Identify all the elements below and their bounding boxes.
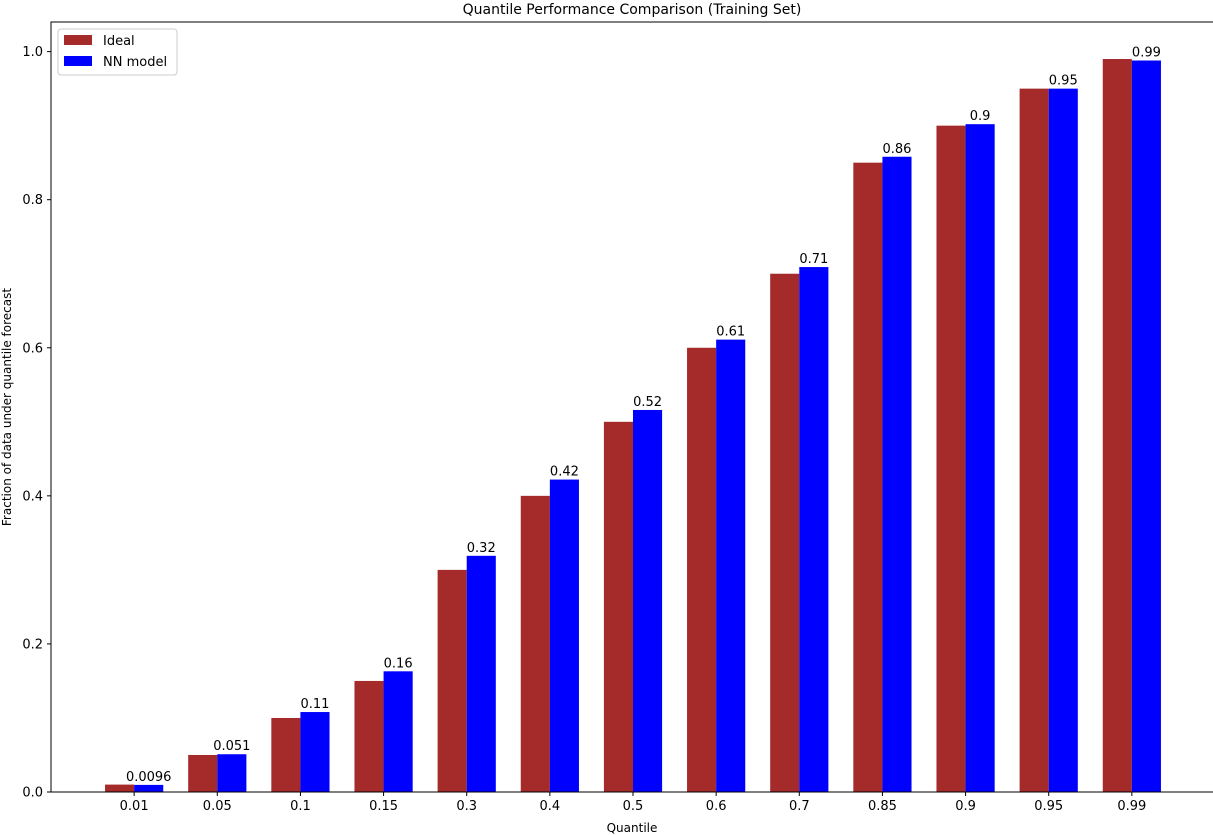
data-label: 0.051 [213,739,250,754]
data-label: 0.52 [633,395,662,410]
bar-nn-model-0.95 [1048,88,1078,792]
bar-nn-model-0.6 [716,339,746,792]
bar-ideal-0.9 [936,125,966,792]
bar-nn-model-0.15 [383,671,413,792]
x-tick-label: 0.85 [868,799,897,814]
data-label: 0.61 [716,325,745,340]
data-label: 0.0096 [126,770,172,785]
x-tick-label: 0.1 [290,799,311,814]
x-axis-label: Quantile [607,821,658,835]
legend-swatch [64,35,92,45]
bar-ideal-0.95 [1019,88,1049,792]
legend: Ideal NN model [57,28,178,76]
x-tick-label: 0.01 [120,799,149,814]
bars-group: 0.0096 0.051 0.11 0.16 0.32 0.42 0.52 0.61 0.71 0… [105,46,1161,793]
data-label: 0.99 [1132,46,1161,61]
bar-ideal-0.1 [271,717,301,792]
bar-nn-model-0.5 [633,409,663,792]
bar-nn-model-0.3 [466,555,496,792]
x-tick-label: 0.4 [540,799,561,814]
bar-ideal-0.99 [1102,59,1132,793]
x-tick-label: 0.15 [369,799,398,814]
bar-ideal-0.4 [520,495,550,792]
bar-ideal-0.7 [770,273,800,792]
y-tick-label: 0.4 [22,489,43,504]
data-label: 0.32 [467,541,496,556]
legend-label: NN model [103,55,167,70]
bar-nn-model-0.99 [1131,60,1161,792]
y-tick-label: 0.6 [22,341,43,356]
data-label: 0.42 [550,465,579,480]
data-label: 0.9 [970,109,991,124]
bar-ideal-0.3 [437,569,467,792]
y-tick-label: 1.0 [22,45,43,60]
bar-ideal-0.85 [853,162,883,792]
x-tick-label: 0.9 [955,799,976,814]
x-tick-label: 0.3 [456,799,477,814]
data-label: 0.16 [384,656,413,671]
data-label: 0.95 [1049,74,1078,89]
bar-ideal-0.5 [603,421,633,792]
axes-group: 0.0 0.2 0.4 0.6 0.8 1.0 0.01 0.05 0.1 0.15 0.3 0.4 0… [22,21,1213,814]
bar-nn-model-0.7 [799,267,829,792]
bar-nn-model-0.05 [217,754,247,792]
chart-title: Quantile Performance Comparison (Trainin… [463,2,802,18]
data-label: 0.11 [301,697,330,712]
x-tick-label: 0.95 [1034,799,1063,814]
legend-label: Ideal [103,34,135,49]
bar-ideal-0.15 [354,680,384,792]
data-label: 0.71 [799,252,828,267]
bar-nn-model-0.85 [882,156,912,792]
data-label: 0.86 [883,142,912,157]
bar-nn-model-0.01 [134,784,164,792]
x-tick-label: 0.7 [789,799,810,814]
x-tick-label: 0.6 [706,799,727,814]
bar-ideal-0.01 [105,784,135,792]
x-tick-label: 0.5 [623,799,644,814]
y-tick-label: 0.0 [22,786,43,801]
y-axis-label: Fraction of data under quantile forecast [0,288,14,526]
bar-ideal-0.6 [687,347,717,792]
y-tick-label: 0.8 [22,193,43,208]
y-tick-label: 0.2 [22,637,43,652]
x-tick-label: 0.99 [1117,799,1146,814]
bar-nn-model-0.9 [965,124,995,792]
bar-ideal-0.05 [188,754,218,792]
bar-nn-model-0.4 [549,479,579,792]
legend-swatch [64,56,92,66]
x-tick-label: 0.05 [203,799,232,814]
bar-nn-model-0.1 [300,712,330,792]
